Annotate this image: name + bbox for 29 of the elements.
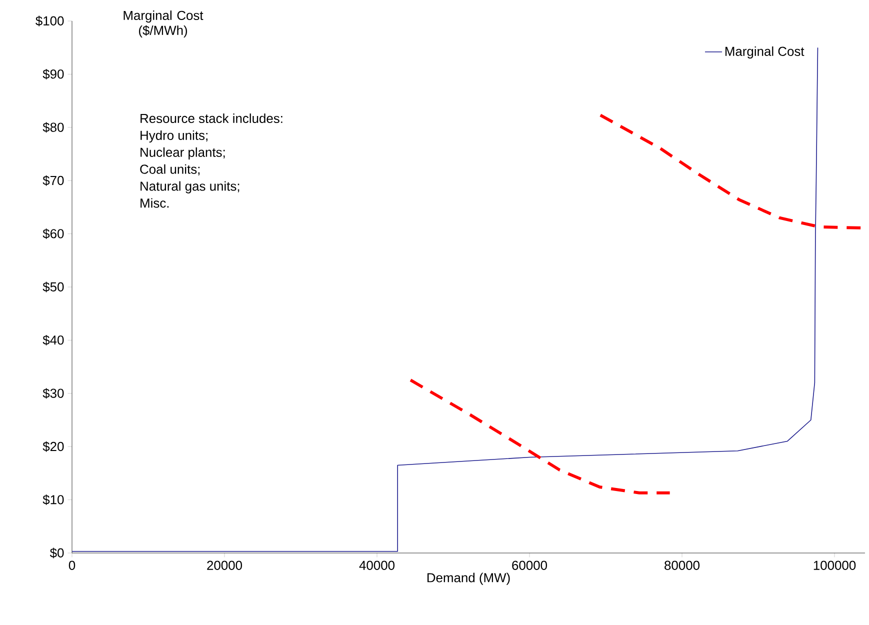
x-tick-label: 0 [68, 560, 76, 570]
x-tick-label: 100000 [814, 560, 856, 570]
y-tick-label: $10 [42, 494, 64, 506]
y-tick-label: $50 [42, 282, 64, 292]
y-tick-label: $20 [42, 441, 64, 452]
y-tick-label: $70 [42, 175, 64, 186]
x-axis-title: Demand (MW) [427, 572, 510, 585]
y-tick-label: $30 [42, 388, 64, 399]
y-tick-label: $80 [42, 122, 64, 133]
y-tick-label: $100 [36, 16, 64, 26]
annotation: Hydro units; [140, 130, 208, 143]
x-tick-label: 80000 [664, 560, 700, 570]
x-tick-label: 20000 [207, 560, 242, 570]
x-tick-label: 40000 [359, 560, 395, 570]
y-tick-label: $40 [42, 334, 64, 346]
y-axis-title: Marginal Cost ($/MWh) [124, 10, 204, 38]
annotation: Natural gas units; [140, 181, 240, 194]
legend-label: Marginal Cost [725, 46, 804, 59]
annotation: Coal units; [140, 164, 200, 176]
x-tick-label: 60000 [512, 560, 548, 570]
annotation: Resource stack includes: [140, 114, 282, 124]
y-tick-label: $90 [42, 68, 64, 80]
y-tick-label: $60 [42, 228, 64, 240]
annotation: Nuclear plants; [140, 147, 225, 160]
line-series [598, 114, 863, 230]
line-series [409, 378, 672, 494]
annotation: Misc. [140, 198, 169, 208]
line-series [72, 47, 818, 552]
y-tick-label: $0 [50, 548, 64, 558]
